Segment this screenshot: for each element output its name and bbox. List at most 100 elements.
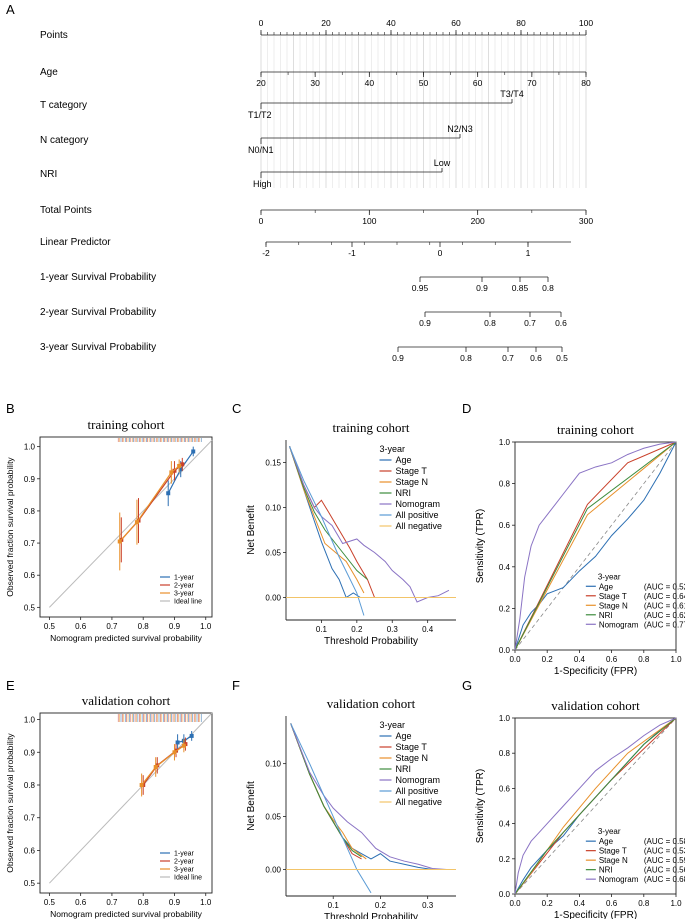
y-tick-label: 0.8 bbox=[499, 749, 511, 758]
calibration-point-1-year bbox=[189, 733, 194, 738]
calibration-line-3-year bbox=[141, 745, 185, 786]
legend-auc-nomogram: (AUC = 0.681) bbox=[644, 875, 685, 884]
chart-title: training cohort bbox=[333, 420, 410, 435]
roc-line-nomogram bbox=[514, 717, 677, 895]
legend-label-nomogram: Nomogram bbox=[396, 775, 441, 785]
x-tick-label: 0.1 bbox=[316, 625, 328, 634]
panel-letter-a: A bbox=[6, 2, 15, 17]
chart-title: validation cohort bbox=[82, 693, 171, 708]
nomogram-tick-label: 0 bbox=[438, 248, 443, 258]
calibration-point-3-year bbox=[153, 765, 158, 769]
calibration-point-3-year bbox=[117, 539, 122, 544]
nomogram-tick-label: 0.9 bbox=[419, 318, 431, 328]
y-tick-label: 0.4 bbox=[499, 820, 511, 829]
panel-letter-f: F bbox=[232, 678, 240, 693]
roc-line-nomogram bbox=[514, 441, 677, 651]
legend-label-stage-t: Stage T bbox=[599, 592, 627, 601]
x-tick-label: 0.0 bbox=[509, 655, 521, 664]
y-tick-label: 0.6 bbox=[24, 846, 36, 855]
dca-line-all-positive bbox=[289, 446, 365, 616]
dca-line-stage-n bbox=[290, 723, 367, 860]
nomogram-tick-label: 0 bbox=[259, 18, 264, 28]
nomogram-tick-label: N0/N1 bbox=[248, 145, 274, 155]
legend-label-all-negative: All negative bbox=[396, 797, 443, 807]
y-tick-label: 0.10 bbox=[265, 760, 281, 769]
plot-frame bbox=[39, 712, 213, 894]
x-tick-label: 1.0 bbox=[670, 899, 682, 908]
legend-auc-nri: (AUC = 0.628) bbox=[644, 611, 685, 620]
x-tick-label: 0.3 bbox=[422, 901, 434, 910]
legend-label-stage-t: Stage T bbox=[396, 742, 428, 752]
x-tick-label: 0.4 bbox=[574, 655, 586, 664]
y-tick-label: 0.8 bbox=[499, 480, 511, 489]
y-tick-label: 1.0 bbox=[24, 443, 36, 452]
plot-frame bbox=[514, 441, 677, 651]
calibration-point-1-year bbox=[166, 491, 171, 496]
calibration-point-1-year bbox=[175, 740, 180, 745]
x-tick-label: 0.8 bbox=[638, 899, 650, 908]
nomogram-tick-label: 200 bbox=[471, 216, 485, 226]
legend-auc-age: (AUC = 0.583) bbox=[644, 837, 685, 846]
nomogram-tick-label: 0.8 bbox=[460, 353, 472, 363]
panel-letter-b: B bbox=[6, 401, 15, 416]
legend-auc-stage-t: (AUC = 0.648) bbox=[644, 592, 685, 601]
nomogram-row-label: 1-year Survival Probability bbox=[40, 272, 156, 283]
dca-line-stage-n bbox=[289, 446, 365, 594]
nomogram-tick-label: 100 bbox=[362, 216, 376, 226]
roc-line-age bbox=[514, 441, 677, 651]
x-tick-label: 0.5 bbox=[44, 898, 56, 907]
nomogram-tick-label: 0.95 bbox=[412, 283, 429, 293]
y-tick-label: 0.9 bbox=[24, 475, 36, 484]
dca-line-age bbox=[289, 446, 361, 599]
nomogram-row-label: Total Points bbox=[40, 205, 92, 216]
x-tick-label: 0.3 bbox=[387, 625, 399, 634]
x-tick-label: 0.8 bbox=[638, 655, 650, 664]
plot-frame bbox=[514, 717, 677, 895]
nomogram-tick-label: 80 bbox=[581, 78, 591, 88]
dca-training-chart: training cohort 0.1 0.2 0.3 0.4 0.00 0.05 0.10 0… bbox=[246, 420, 456, 647]
nomogram-tick-label: -1 bbox=[348, 248, 356, 258]
x-tick-label: 0.9 bbox=[169, 898, 181, 907]
legend-auc-stage-n: (AUC = 0.590) bbox=[644, 856, 685, 865]
nomogram-row-label: N category bbox=[40, 135, 88, 146]
calibration-point-3-year bbox=[134, 520, 139, 525]
x-tick-label: 0.0 bbox=[509, 899, 521, 908]
legend-label-stage-n: Stage N bbox=[396, 477, 429, 487]
chart-title: training cohort bbox=[557, 422, 634, 437]
x-tick-label: 0.6 bbox=[75, 898, 87, 907]
nomogram-tick-label: High bbox=[253, 179, 272, 189]
legend-label-3-year: 3-year bbox=[174, 867, 195, 874]
legend-label-ideal-line: Ideal line bbox=[174, 599, 202, 606]
x-tick-label: 0.5 bbox=[44, 622, 56, 631]
y-axis-label: Sensitivity (TPR) bbox=[475, 509, 486, 583]
legend-label-age: Age bbox=[396, 731, 412, 741]
plot-frame bbox=[39, 436, 213, 618]
legend-label-nomogram: Nomogram bbox=[396, 499, 441, 509]
roc-validation-chart: validation cohort 0.0 0.2 0.4 0.6 0.8 1.0 0.0 0.… bbox=[475, 698, 685, 919]
nomogram-tick-label: 30 bbox=[310, 78, 320, 88]
dca-line-stage-t bbox=[290, 723, 362, 860]
y-axis-label: Observed fraction survival probability bbox=[5, 457, 15, 597]
panel-letter-e: E bbox=[6, 678, 15, 693]
calibration-point-2-year bbox=[180, 462, 185, 467]
legend-label-stage-t: Stage T bbox=[599, 847, 627, 856]
dca-line-nomogram bbox=[289, 446, 450, 603]
nomogram-tick-label: Low bbox=[434, 158, 451, 168]
legend-label-stage-t: Stage T bbox=[396, 466, 428, 476]
ideal-line bbox=[49, 439, 213, 608]
nomogram-row-label: Points bbox=[40, 30, 68, 41]
legend-label-all-positive: All positive bbox=[396, 510, 439, 520]
diagonal-reference-line bbox=[514, 717, 677, 895]
y-tick-label: 0.4 bbox=[499, 563, 511, 572]
nomogram-tick-label: 1 bbox=[526, 248, 531, 258]
legend-label-1-year: 1-year bbox=[174, 851, 195, 858]
calibration-point-3-year bbox=[177, 463, 182, 468]
nomogram-tick-label: 80 bbox=[516, 18, 526, 28]
legend-title: 3-year bbox=[598, 572, 621, 581]
nomogram-row-label: NRI bbox=[40, 169, 57, 180]
y-tick-label: 1.0 bbox=[499, 714, 511, 723]
calibration-point-3-year bbox=[172, 750, 177, 755]
legend-label-nri: NRI bbox=[396, 488, 412, 498]
chart-title: training cohort bbox=[88, 417, 165, 432]
